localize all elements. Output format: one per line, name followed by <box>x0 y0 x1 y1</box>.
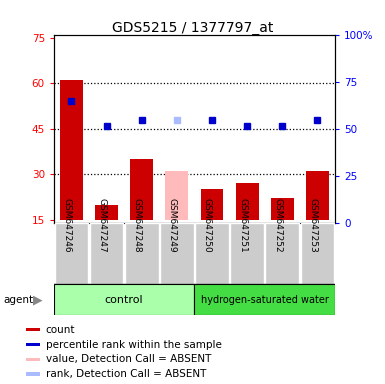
Bar <box>201 189 223 220</box>
Bar <box>26 328 40 331</box>
Text: count: count <box>46 325 75 335</box>
FancyBboxPatch shape <box>125 223 159 284</box>
FancyBboxPatch shape <box>54 284 194 315</box>
FancyBboxPatch shape <box>301 223 334 284</box>
Bar <box>60 80 83 220</box>
FancyBboxPatch shape <box>195 223 229 284</box>
Bar <box>26 343 40 346</box>
Text: value, Detection Call = ABSENT: value, Detection Call = ABSENT <box>46 354 211 364</box>
Bar <box>26 372 40 376</box>
Bar <box>236 183 259 220</box>
Text: GSM647250: GSM647250 <box>203 198 212 253</box>
Text: GSM647253: GSM647253 <box>308 198 317 253</box>
Text: GSM647249: GSM647249 <box>168 198 177 253</box>
Text: GSM647251: GSM647251 <box>238 198 247 253</box>
FancyBboxPatch shape <box>230 223 264 284</box>
Bar <box>306 171 329 220</box>
FancyBboxPatch shape <box>90 223 124 284</box>
FancyBboxPatch shape <box>55 223 88 284</box>
Text: GSM647248: GSM647248 <box>133 198 142 253</box>
Text: hydrogen-saturated water: hydrogen-saturated water <box>201 295 329 305</box>
Bar <box>26 358 40 361</box>
Text: percentile rank within the sample: percentile rank within the sample <box>46 339 222 349</box>
Text: GSM647247: GSM647247 <box>97 198 107 253</box>
Text: control: control <box>105 295 144 305</box>
Text: GDS5215 / 1377797_at: GDS5215 / 1377797_at <box>112 21 273 35</box>
Bar <box>271 199 294 220</box>
Text: ▶: ▶ <box>33 293 42 306</box>
FancyBboxPatch shape <box>265 223 299 284</box>
Text: rank, Detection Call = ABSENT: rank, Detection Call = ABSENT <box>46 369 206 379</box>
Text: agent: agent <box>4 295 34 305</box>
Bar <box>166 171 188 220</box>
Bar <box>95 205 118 220</box>
Text: GSM647246: GSM647246 <box>62 198 72 253</box>
Text: GSM647252: GSM647252 <box>273 198 282 253</box>
FancyBboxPatch shape <box>194 284 335 315</box>
FancyBboxPatch shape <box>160 223 194 284</box>
Bar <box>130 159 153 220</box>
